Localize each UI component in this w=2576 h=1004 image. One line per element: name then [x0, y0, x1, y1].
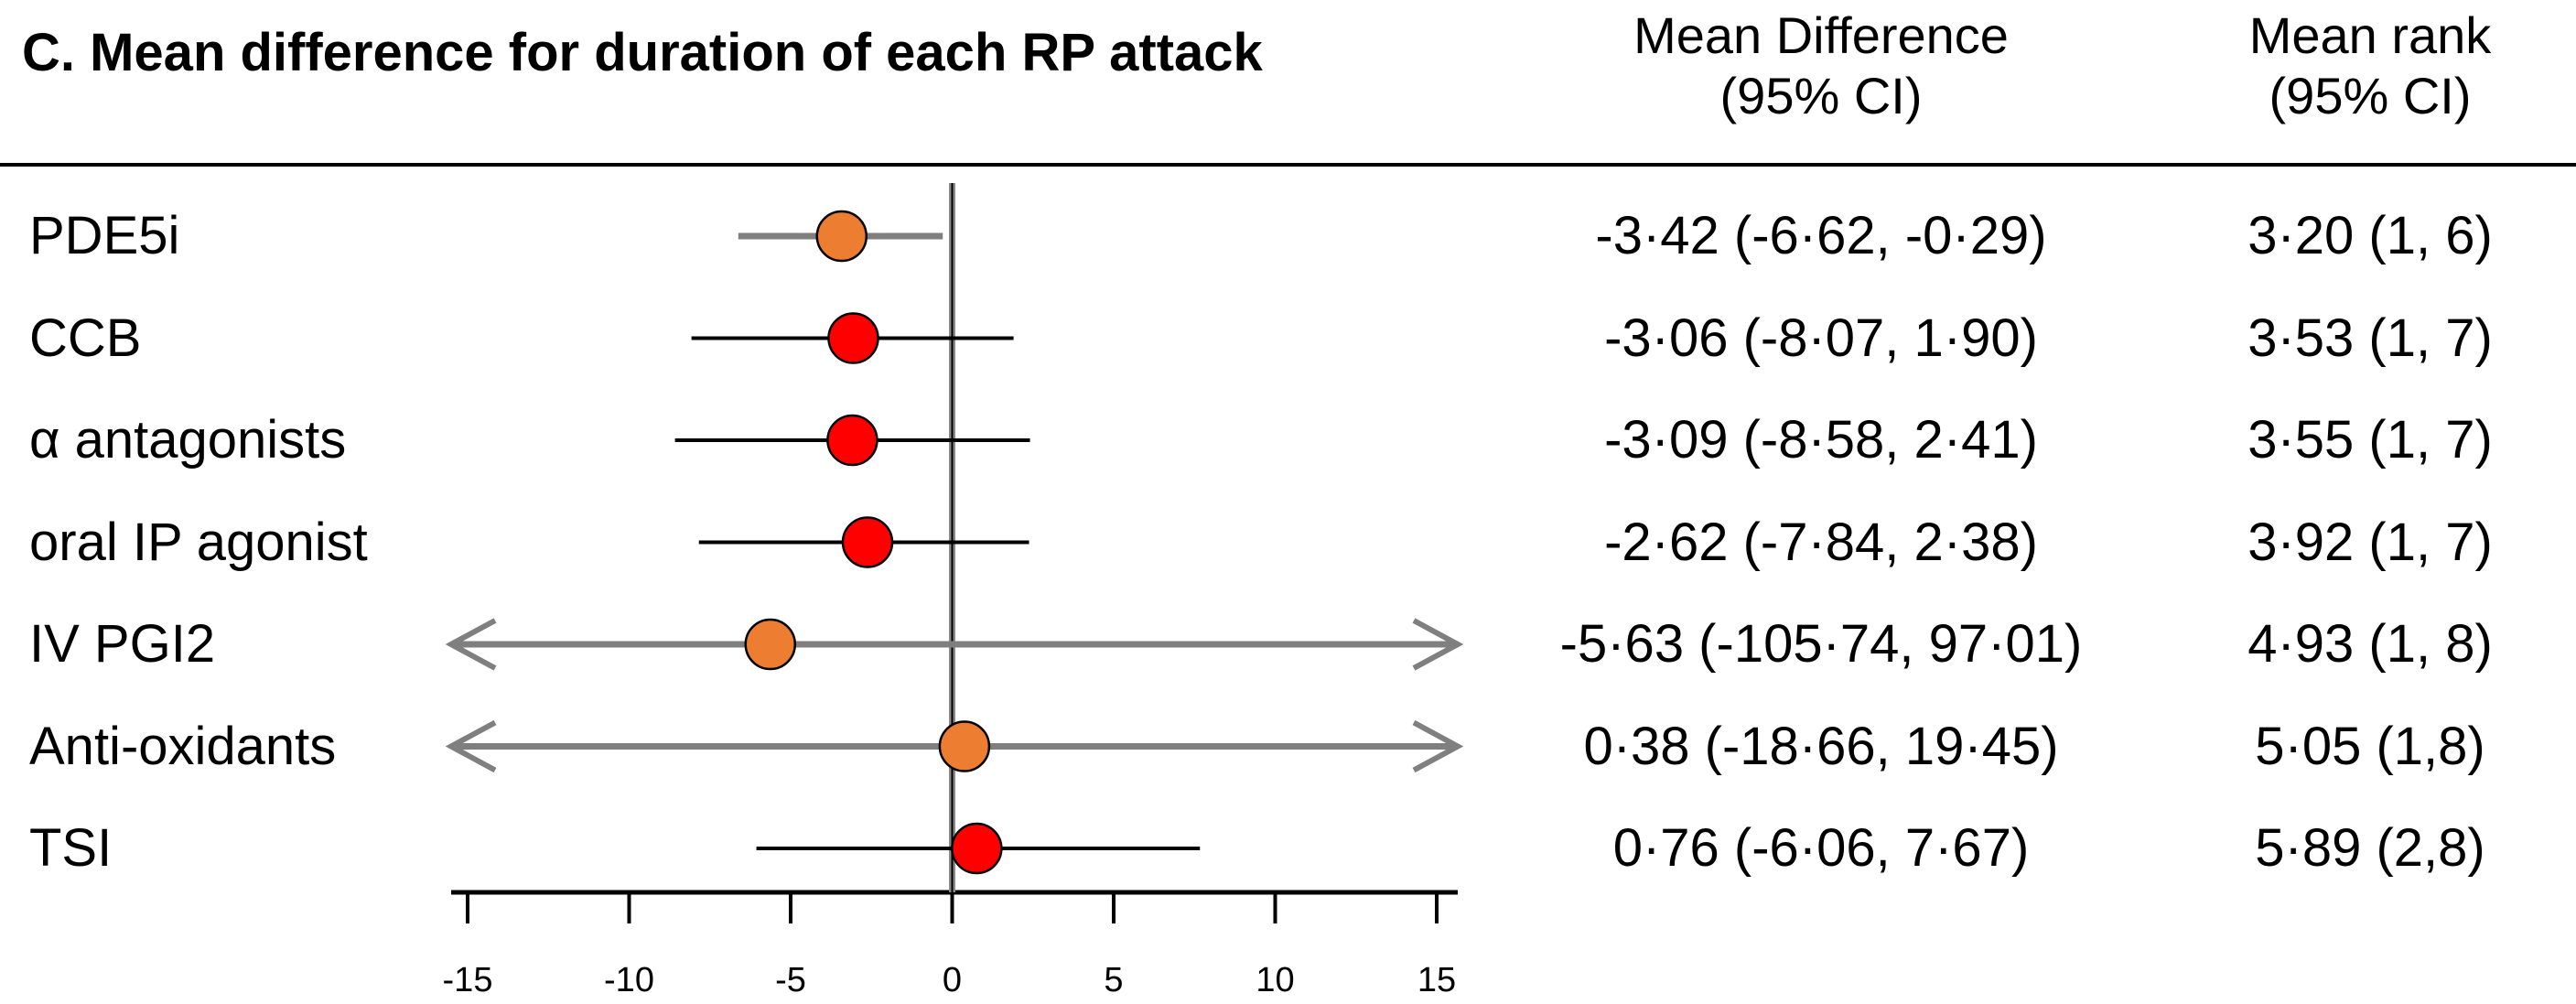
row-label: TSI	[29, 818, 113, 878]
mean-rank-value: 5·89 (2,8)	[2255, 818, 2485, 878]
mean-difference-header: Mean Difference (95% CI)	[1501, 5, 2141, 126]
mean-rank-value: 5·05 (1,8)	[2255, 716, 2485, 776]
mean-difference-value: -3·06 (-8·07, 1·90)	[1604, 308, 2038, 368]
ci-arrow-right	[1412, 719, 1464, 773]
x-tick-label: -5	[775, 961, 806, 999]
x-tick-label: 0	[943, 961, 962, 999]
x-tick-label: -10	[604, 961, 654, 999]
mean-difference-value: -2·62 (-7·84, 2·38)	[1604, 512, 2038, 572]
mean-rank-header-line1: Mean rank	[2248, 6, 2492, 64]
mean-rank-value: 3·92 (1, 7)	[2247, 512, 2493, 572]
mean-rank-value: 4·93 (1, 8)	[2247, 614, 2493, 674]
x-tick-label: 5	[1104, 961, 1123, 999]
point-estimate	[951, 822, 1003, 875]
row-label: CCB	[29, 308, 142, 368]
point-estimate	[815, 210, 868, 263]
x-tick-label: 15	[1417, 961, 1456, 999]
mean-difference-value: 0·38 (-18·66, 19·45)	[1583, 716, 2059, 776]
x-tick-label: 10	[1256, 961, 1294, 999]
mean-difference-header-line1: Mean Difference	[1633, 6, 2009, 64]
ci-arrow-right	[1412, 618, 1464, 671]
mean-difference-value: -3·09 (-8·58, 2·41)	[1604, 410, 2038, 470]
row-label: IV PGI2	[29, 614, 216, 674]
mean-difference-value: 0·76 (-6·06, 7·67)	[1612, 818, 2030, 878]
row-label: Anti-oxidants	[29, 716, 337, 776]
mean-difference-header-line2: (95% CI)	[1719, 67, 1923, 124]
mean-rank-header-line2: (95% CI)	[2269, 67, 2472, 124]
mean-difference-value: -3·42 (-6·62, -0·29)	[1595, 206, 2047, 265]
point-estimate	[827, 312, 879, 364]
row-label: oral IP agonist	[29, 512, 368, 572]
mean-rank-value: 3·53 (1, 7)	[2247, 308, 2493, 368]
point-estimate	[841, 516, 894, 568]
chart-title: C. Mean difference for duration of each …	[22, 23, 1263, 82]
point-estimate	[826, 414, 878, 467]
row-label: α antagonists	[29, 410, 347, 470]
mean-rank-value: 3·20 (1, 6)	[2247, 206, 2493, 265]
ci-arrow-left	[445, 618, 497, 671]
header-rule	[0, 163, 2576, 167]
ci-arrow-left	[445, 719, 497, 773]
point-estimate	[744, 618, 797, 671]
mean-rank-value: 3·55 (1, 7)	[2247, 410, 2493, 470]
row-label: PDE5i	[29, 206, 180, 265]
mean-difference-value: -5·63 (-105·74, 97·01)	[1559, 614, 2083, 674]
point-estimate	[938, 720, 991, 772]
mean-rank-header: Mean rank (95% CI)	[2178, 5, 2562, 126]
x-tick-label: -15	[443, 961, 493, 999]
